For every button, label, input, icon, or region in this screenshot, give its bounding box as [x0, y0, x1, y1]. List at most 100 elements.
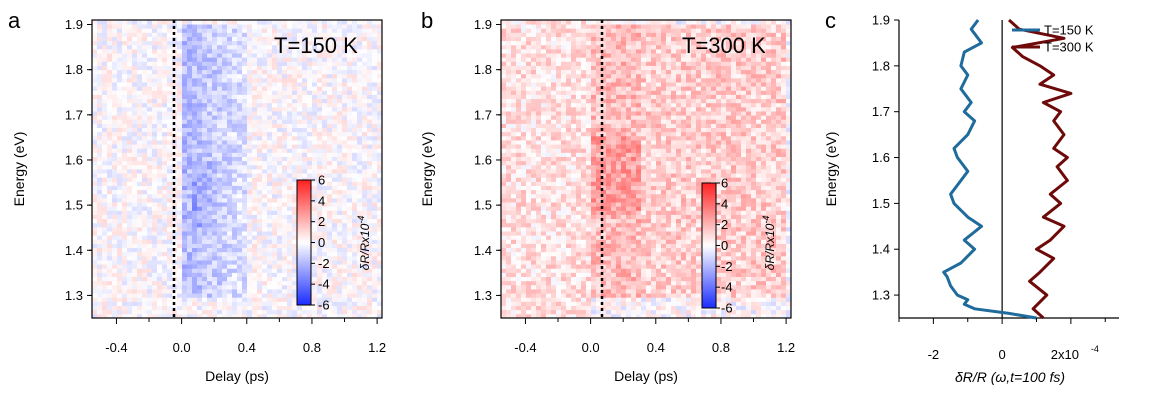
- heatmap-cell: [257, 285, 262, 290]
- heatmap-cell: [222, 82, 227, 87]
- heatmap-cell: [132, 157, 137, 162]
- heatmap-cell: [177, 70, 182, 75]
- heatmap-cell: [372, 123, 377, 128]
- heatmap-cell: [217, 37, 222, 42]
- heatmap-cell: [237, 152, 242, 157]
- heatmap-cell: [197, 111, 202, 116]
- heatmap-cell: [127, 66, 132, 71]
- heatmap-cell: [192, 239, 197, 244]
- heatmap-cell: [147, 219, 152, 224]
- heatmap-cell: [357, 119, 362, 124]
- heatmap-cell: [177, 161, 182, 166]
- heatmap-cell: [162, 231, 167, 236]
- heatmap-cell: [97, 248, 102, 253]
- heatmap-cell: [222, 99, 227, 104]
- heatmap-cell: [207, 49, 212, 54]
- heatmap-cell: [92, 61, 97, 66]
- heatmap-cell: [247, 223, 252, 228]
- heatmap-cell: [262, 306, 267, 311]
- heatmap-cell: [132, 24, 137, 29]
- heatmap-cell: [252, 140, 257, 145]
- heatmap-cell: [222, 181, 227, 186]
- heatmap-cell: [322, 136, 327, 141]
- heatmap-cell: [307, 82, 312, 87]
- heatmap-cell: [222, 53, 227, 58]
- heatmap-cell: [272, 70, 277, 75]
- heatmap-cell: [277, 148, 282, 153]
- heatmap-cell: [102, 289, 107, 294]
- heatmap-cell: [262, 293, 267, 298]
- heatmap-cell: [287, 61, 292, 66]
- heatmap-cell: [372, 78, 377, 83]
- heatmap-cell: [242, 57, 247, 62]
- heatmap-cell: [526, 256, 531, 261]
- heatmap-cell: [182, 107, 187, 112]
- heatmap-cell: [242, 78, 247, 83]
- heatmap-cell: [277, 66, 282, 71]
- heatmap-cell: [162, 115, 167, 120]
- heatmap-cell: [142, 123, 147, 128]
- heatmap-cell: [541, 82, 546, 87]
- heatmap-cell: [187, 148, 192, 153]
- heatmap-cell: [511, 181, 516, 186]
- heatmap-cell: [107, 103, 112, 108]
- heatmap-cell: [511, 177, 516, 182]
- heatmap-cell: [302, 115, 307, 120]
- heatmap-cell: [92, 301, 97, 306]
- heatmap-cell: [127, 264, 132, 269]
- heatmap-cell: [526, 123, 531, 128]
- heatmap-cell: [262, 61, 267, 66]
- heatmap-cell: [352, 103, 357, 108]
- heatmap-cell: [362, 152, 367, 157]
- heatmap-cell: [501, 310, 506, 315]
- heatmap-cell: [531, 177, 536, 182]
- heatmap-cell: [332, 157, 337, 162]
- heatmap-cell: [137, 281, 142, 286]
- heatmap-cell: [167, 57, 172, 62]
- heatmap-cell: [187, 202, 192, 207]
- heatmap-cell: [232, 111, 237, 116]
- heatmap-cell: [292, 144, 297, 149]
- heatmap-cell: [232, 78, 237, 83]
- heatmap-cell: [337, 165, 342, 170]
- heatmap-cell: [187, 264, 192, 269]
- heatmap-cell: [277, 152, 282, 157]
- heatmap-cell: [122, 310, 127, 315]
- heatmap-cell: [247, 107, 252, 112]
- heatmap-cell: [257, 206, 262, 211]
- heatmap-cell: [107, 169, 112, 174]
- heatmap-cell: [222, 132, 227, 137]
- heatmap-cell: [312, 297, 317, 302]
- heatmap-cell: [232, 310, 237, 315]
- heatmap-cell: [287, 248, 292, 253]
- heatmap-cell: [127, 297, 132, 302]
- heatmap-cell: [541, 202, 546, 207]
- heatmap-cell: [247, 136, 252, 141]
- heatmap-cell: [541, 24, 546, 29]
- heatmap-cell: [97, 235, 102, 240]
- heatmap-cell: [521, 272, 526, 277]
- heatmap-cell: [232, 293, 237, 298]
- heatmap-cell: [197, 78, 202, 83]
- heatmap-cell: [337, 169, 342, 174]
- heatmap-cell: [521, 289, 526, 294]
- heatmap-cell: [307, 148, 312, 153]
- heatmap-cell: [152, 297, 157, 302]
- heatmap-cell: [501, 161, 506, 166]
- heatmap-cell: [337, 132, 342, 137]
- heatmap-cell: [327, 82, 332, 87]
- heatmap-cell: [526, 227, 531, 232]
- heatmap-cell: [187, 281, 192, 286]
- heatmap-cell: [536, 53, 541, 58]
- heatmap-cell: [277, 198, 282, 203]
- heatmap-cell: [272, 132, 277, 137]
- heatmap-cell: [541, 252, 546, 257]
- heatmap-cell: [357, 95, 362, 100]
- heatmap-cell: [536, 152, 541, 157]
- heatmap-cell: [102, 90, 107, 95]
- heatmap-cell: [257, 61, 262, 66]
- heatmap-cell: [202, 45, 207, 50]
- heatmap-cell: [327, 202, 332, 207]
- heatmap-cell: [362, 132, 367, 137]
- heatmap-cell: [267, 41, 272, 46]
